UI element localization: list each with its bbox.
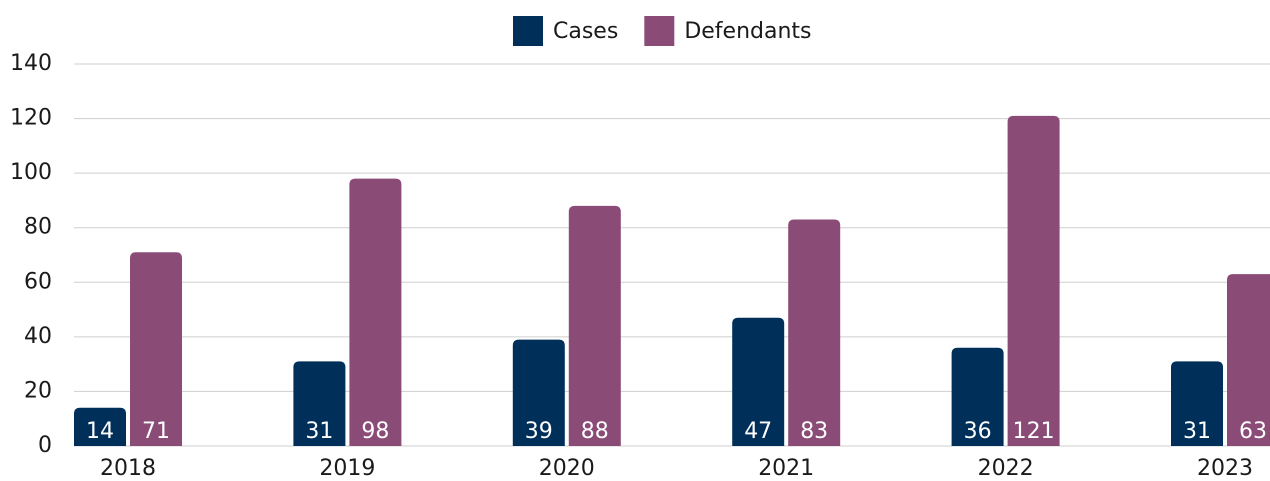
value-label: 14 — [86, 419, 114, 444]
bar — [512, 339, 565, 446]
bar — [788, 219, 841, 446]
x-tick-label: 2018 — [100, 456, 156, 481]
value-label: 36 — [964, 419, 992, 444]
bar — [349, 178, 402, 446]
bar — [1007, 115, 1060, 446]
legend-label: Cases — [553, 19, 618, 44]
bar — [568, 205, 621, 446]
bar — [1171, 361, 1223, 446]
x-tick-label: 2022 — [978, 456, 1034, 481]
bar — [951, 347, 1004, 446]
y-tick-label: 120 — [10, 106, 52, 131]
y-tick-label: 140 — [10, 51, 52, 76]
x-tick-label: 2021 — [758, 456, 814, 481]
value-label: 121 — [1013, 419, 1055, 444]
y-tick-label: 20 — [24, 378, 52, 403]
legend-swatch — [644, 16, 675, 46]
x-tick-label: 2023 — [1197, 456, 1253, 481]
y-tick-label: 40 — [24, 324, 52, 349]
x-tick-label: 2019 — [319, 456, 375, 481]
legend-swatch — [513, 16, 543, 46]
bar — [74, 407, 126, 446]
value-label: 71 — [142, 419, 170, 444]
y-tick-label: 0 — [38, 433, 52, 458]
value-label: 98 — [361, 419, 389, 444]
value-label: 31 — [305, 419, 333, 444]
legend-label: Defendants — [684, 19, 811, 44]
bar — [732, 317, 785, 446]
value-label: 63 — [1239, 419, 1267, 444]
value-label: 39 — [525, 419, 553, 444]
y-tick-label: 60 — [24, 269, 52, 294]
bar — [130, 252, 182, 446]
bar — [293, 361, 346, 446]
bar — [1227, 274, 1270, 446]
value-label: 88 — [581, 419, 609, 444]
x-tick-label: 2020 — [539, 456, 595, 481]
value-label: 83 — [800, 419, 828, 444]
value-label: 31 — [1183, 419, 1211, 444]
value-label: 47 — [744, 419, 772, 444]
y-tick-label: 80 — [24, 215, 52, 240]
y-tick-label: 100 — [10, 160, 52, 185]
